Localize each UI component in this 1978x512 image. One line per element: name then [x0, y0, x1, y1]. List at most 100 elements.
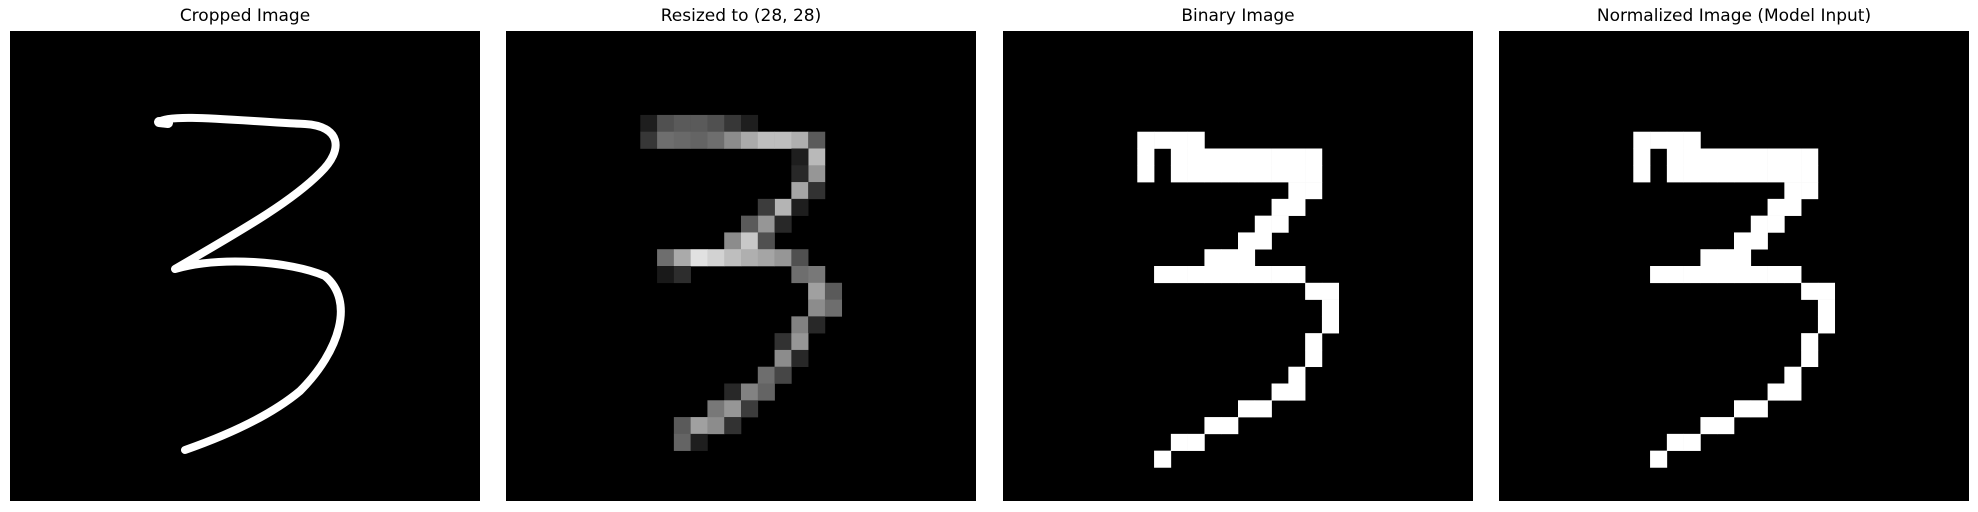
gray-pixel: [775, 333, 792, 350]
binary-pixel: [1204, 149, 1221, 166]
gray-pixel: [808, 149, 825, 166]
panel-title: Cropped Image: [10, 6, 480, 26]
binary-pixel: [1288, 384, 1305, 401]
gray-pixel: [791, 316, 808, 333]
binary-pixel: [1667, 165, 1684, 182]
binary-pixel: [1322, 300, 1339, 317]
gray-pixel: [691, 132, 708, 149]
gray-pixel: [791, 182, 808, 199]
panel-title: Binary Image: [1003, 6, 1473, 26]
gray-pixel: [808, 132, 825, 149]
binary-pixel: [1255, 165, 1272, 182]
gray-pixel: [674, 115, 691, 132]
binary-pixel: [1768, 165, 1785, 182]
binary-pixel: [1784, 165, 1801, 182]
binary-pixel: [1667, 266, 1684, 283]
gray-pixel: [775, 367, 792, 384]
gray-pixel: [791, 350, 808, 367]
binary-pixel: [1700, 149, 1717, 166]
gray-pixel: [758, 384, 775, 401]
binary-pixel: [1288, 182, 1305, 199]
binary-pixel: [1700, 165, 1717, 182]
binary-pixel: [1171, 434, 1188, 451]
binary-pixel: [1221, 149, 1238, 166]
gray-pixel: [741, 216, 758, 233]
binary-pixel: [1784, 149, 1801, 166]
binary-pixel: [1818, 300, 1835, 317]
gray-pixel: [657, 266, 674, 283]
gray-pixel: [674, 434, 691, 451]
gray-pixel: [640, 115, 657, 132]
binary-pixel: [1768, 384, 1785, 401]
gray-pixel: [791, 249, 808, 266]
binary-pixel: [1137, 165, 1154, 182]
binary-pixel: [1784, 384, 1801, 401]
binary-pixel: [1154, 132, 1171, 149]
binary-pixel: [1188, 434, 1205, 451]
gray-pixel: [741, 132, 758, 149]
gray-pixel: [707, 400, 724, 417]
gray-pixel: [808, 165, 825, 182]
panel-cropped-image: Cropped Image: [10, 0, 480, 512]
binary-pixel: [1272, 266, 1289, 283]
binary-pixel: [1801, 350, 1818, 367]
binary-pixel: [1684, 434, 1701, 451]
binary-pixel: [1801, 283, 1818, 300]
binary-pixel: [1717, 266, 1734, 283]
binary-pixel: [1633, 132, 1650, 149]
gray-pixel: [674, 266, 691, 283]
binary-pixel: [1171, 266, 1188, 283]
binary-pixel: [1768, 149, 1785, 166]
gray-pixel: [724, 417, 741, 434]
gray-pixel: [657, 115, 674, 132]
binary-pixel: [1684, 266, 1701, 283]
binary-pixel: [1188, 165, 1205, 182]
gray-pixel: [758, 232, 775, 249]
binary-pixel: [1221, 266, 1238, 283]
binary-pixel: [1238, 400, 1255, 417]
binary-pixel: [1801, 165, 1818, 182]
binary-pixel: [1801, 149, 1818, 166]
binary-pixel: [1700, 249, 1717, 266]
gray-pixel: [691, 434, 708, 451]
binary-pixel: [1272, 165, 1289, 182]
binary-pixel: [1667, 434, 1684, 451]
binary-pixel: [1751, 165, 1768, 182]
normalized-digit-image: [1499, 31, 1969, 501]
gray-pixel: [741, 249, 758, 266]
binary-pixel: [1768, 266, 1785, 283]
binary-pixel: [1255, 232, 1272, 249]
panel-title: Normalized Image (Model Input): [1499, 6, 1969, 26]
binary-pixel: [1734, 149, 1751, 166]
gray-pixel: [674, 132, 691, 149]
binary-pixel: [1650, 266, 1667, 283]
gray-pixel: [808, 182, 825, 199]
gray-pixel: [808, 266, 825, 283]
binary-pixel: [1751, 232, 1768, 249]
binary-pixel: [1221, 249, 1238, 266]
gray-pixel: [758, 249, 775, 266]
gray-pixel: [791, 165, 808, 182]
binary-pixel: [1784, 266, 1801, 283]
gray-pixel: [707, 249, 724, 266]
gray-pixel: [791, 266, 808, 283]
binary-pixel: [1684, 149, 1701, 166]
binary-pixel: [1238, 249, 1255, 266]
gray-pixel: [775, 132, 792, 149]
binary-pixel: [1137, 149, 1154, 166]
gray-pixel: [691, 249, 708, 266]
binary-pixel: [1818, 283, 1835, 300]
binary-pixel: [1700, 417, 1717, 434]
gray-pixel: [707, 115, 724, 132]
gray-pixel: [775, 350, 792, 367]
gray-pixel: [724, 384, 741, 401]
gray-pixel: [724, 115, 741, 132]
resized-digit-image: [506, 31, 976, 501]
gray-pixel: [724, 232, 741, 249]
binary-pixel: [1272, 384, 1289, 401]
gray-pixel: [691, 115, 708, 132]
binary-pixel: [1734, 249, 1751, 266]
gray-pixel: [758, 132, 775, 149]
binary-pixel: [1717, 149, 1734, 166]
gray-pixel: [741, 115, 758, 132]
